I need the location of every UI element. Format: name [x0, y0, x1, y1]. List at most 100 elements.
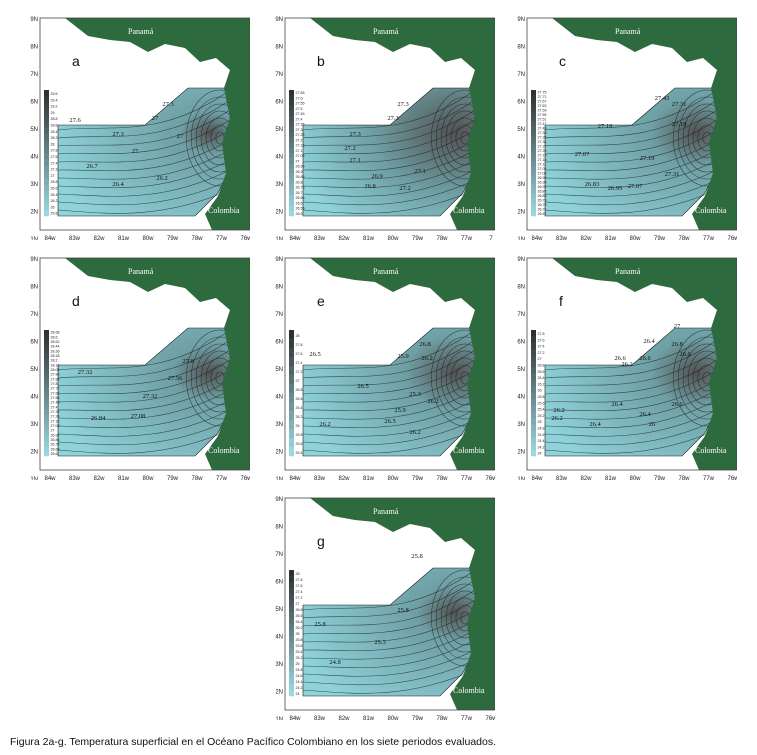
contour-label: 27.07 [628, 183, 643, 190]
place-label-panama: Panamá [373, 27, 399, 36]
scale-tick-label: 25.4 [296, 451, 303, 455]
lon-tick-label: 78w [436, 476, 448, 480]
lon-tick-label: 84w [289, 716, 301, 720]
lat-tick-label: 7N [275, 312, 283, 318]
scale-tick-label: 25.8 [538, 395, 545, 399]
contour-label: 27.19 [672, 121, 687, 128]
scale-tick-label: 27.15 [538, 158, 547, 162]
contour-label: 26.8 [364, 183, 375, 190]
lat-tick-label: 2N [275, 690, 283, 696]
land-mass [65, 258, 250, 470]
lat-tick-label: 2N [275, 210, 283, 216]
scale-tick-label: 27 [296, 159, 300, 163]
scale-tick-label: 24.6 [296, 674, 303, 678]
scale-tick-label: 26.6 [51, 452, 58, 456]
lon-tick-label: 78w [191, 236, 203, 240]
scale-tick-label: 27.6 [51, 155, 58, 159]
place-label-panama: Panamá [128, 267, 154, 276]
contour-label: 27.2 [344, 145, 355, 152]
lon-tick-label: 80w [142, 476, 154, 480]
lat-tick-label: 2N [517, 210, 525, 216]
scale-tick-label: 26.75 [296, 186, 305, 190]
scale-tick-label: 27.08 [51, 424, 60, 428]
scale-tick-label: 26.68 [51, 447, 60, 451]
scale-tick-label: 29.4 [51, 98, 58, 102]
land-mass [310, 258, 495, 470]
lat-tick-label: 7N [275, 72, 283, 78]
scale-tick-label: 25 [296, 662, 300, 666]
scale-tick-label: 27.48 [51, 401, 60, 405]
lat-tick-label: 2N [517, 450, 525, 456]
lat-tick-label: 6N [30, 340, 38, 346]
scale-tick-label: 27.43 [538, 127, 547, 131]
place-label-panama: Panamá [373, 507, 399, 516]
scale-tick-label: 27.2 [296, 370, 303, 374]
lat-tick-label: 4N [275, 395, 283, 401]
contour-label: 27.31 [665, 171, 680, 178]
scale-tick-label: 27.2 [296, 596, 303, 600]
lat-tick-label: 3N [30, 182, 38, 188]
map-panel-d-svg: 9N 8N 7N 6N 5N 4N 3N 2N 1N 84w 83w 82w 81w 80w 79w 78w 7… [30, 257, 250, 480]
scale-tick-label: 26 [51, 205, 55, 209]
scale-tick-label: 27.15 [296, 144, 305, 148]
place-label-colombia: Colombia [453, 446, 485, 455]
contour-label: 27.8 [182, 358, 193, 365]
scale-tick-label: 26.2 [51, 199, 58, 203]
contour-label: 26.8 [419, 341, 430, 348]
lon-tick-label: 84w [44, 476, 56, 480]
lon-tick-label: 76w [485, 716, 495, 720]
contour-label: 27.07 [575, 151, 590, 158]
scale-tick-label: 27.6 [538, 338, 545, 342]
scale-tick-label: 26.7 [296, 191, 303, 195]
scale-tick-label: 27.19 [538, 154, 547, 158]
contour-label: 27.19 [640, 155, 655, 162]
scale-tick-label: 25.2 [296, 656, 303, 660]
contour-label: 26.4 [643, 338, 655, 345]
contour-label: 27.1 [414, 168, 425, 175]
map-panel-a-svg: 9N 8N 7N 6N 5N 4N 3N 2N 1N 84w 83w 82w 81w 80w 79w 78w 7… [30, 17, 250, 240]
lon-tick-label: 77w [703, 236, 715, 240]
contour-label: 26.2 [421, 355, 432, 362]
scale-tick-label: 27.39 [538, 131, 547, 135]
scale-tick-label: 26.79 [538, 199, 547, 203]
lat-tick-label: 6N [517, 100, 525, 106]
lat-tick-label: 3N [30, 422, 38, 428]
scale-tick-label: 27.4 [296, 361, 303, 365]
lon-tick-label: 80w [387, 716, 399, 720]
scale-tick-label: 26.92 [51, 433, 60, 437]
contour-label: 25.8 [411, 553, 422, 560]
scale-tick-label: 24.2 [296, 686, 303, 690]
place-label-panama: Panamá [373, 267, 399, 276]
lat-tick-label: 4N [517, 395, 525, 401]
scale-tick-label: 28.4 [51, 130, 58, 134]
scale-tick-label: 26.9 [296, 170, 303, 174]
map-panel-a: 9N 8N 7N 6N 5N 4N 3N 2N 1N 84w 83w 82w 81w 80w 79w 78w 7… [10, 8, 250, 240]
lon-tick-label: 82w [338, 236, 350, 240]
scale-tick-label: 26.55 [296, 207, 305, 211]
place-label-colombia: Colombia [695, 206, 727, 215]
scale-tick-label: 26.65 [296, 196, 305, 200]
scale-tick-label: 26.4 [296, 620, 303, 624]
lon-tick-label: 76w [727, 236, 737, 240]
scale-tick-label: 27 [538, 357, 542, 361]
contour-label: 25.8 [397, 607, 408, 614]
lat-tick-label: 6N [275, 340, 283, 346]
lat-tick-label: 4N [30, 155, 38, 161]
map-panel-f-svg: 9N 8N 7N 6N 5N 4N 3N 2N 1N 84w 83w 82w 81w 80w 79w 78w 7… [517, 257, 737, 480]
scale-tick-label: 27.8 [538, 332, 545, 336]
scale-tick-label: 28.36 [51, 349, 60, 353]
panel-letter: a [72, 53, 80, 69]
map-panel-d: 9N 8N 7N 6N 5N 4N 3N 2N 1N 84w 83w 82w 81w 80w 79w 78w 7… [10, 248, 250, 480]
scale-tick-label: 25.6 [296, 442, 303, 446]
lon-tick-label: 76w [240, 476, 250, 480]
scale-tick-label: 25.4 [538, 408, 545, 412]
panel-letter: b [317, 53, 325, 69]
lon-tick-label: 79w [412, 476, 424, 480]
scale-tick-label: 28.2 [51, 136, 58, 140]
scale-tick-label: 26.83 [538, 194, 547, 198]
contour-label: 25.8 [314, 621, 325, 628]
scale-tick-label: 27.3 [296, 128, 303, 132]
lat-tick-label: 7N [517, 72, 525, 78]
contour-label: 27.2 [399, 185, 410, 192]
lon-tick-label: 78w [678, 236, 690, 240]
